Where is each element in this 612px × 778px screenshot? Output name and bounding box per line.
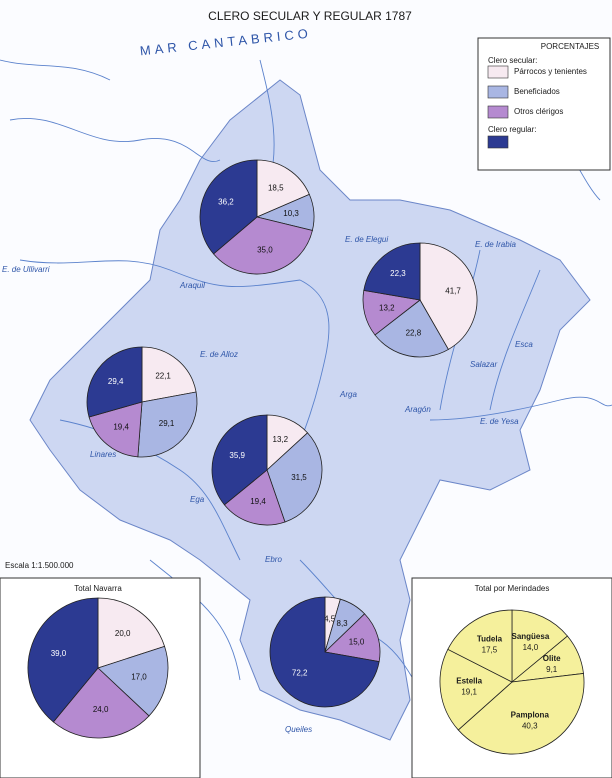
slice-label: 13,2: [379, 303, 395, 312]
map-label: E. de Elegui: [345, 235, 388, 244]
legend-heading: Clero secular:: [488, 56, 537, 65]
pie-slice: [266, 432, 323, 523]
slice-label: 29,1: [159, 419, 175, 428]
legend-swatch: [487, 105, 509, 119]
slice-label: 24,0: [93, 705, 109, 714]
map-label: Esca: [515, 340, 533, 349]
legend-label: Párrocos y tenientes: [514, 67, 587, 76]
map-label: E. de Yesa: [480, 417, 519, 426]
legend-label: Beneficiados: [514, 87, 560, 96]
map-label: Salazar: [470, 360, 497, 369]
slice-label: 35,9: [229, 451, 245, 460]
pie-slice: [141, 346, 197, 403]
map-label: E. de Ullivarri: [2, 265, 50, 274]
legend-label: Otros clérigos: [514, 107, 563, 116]
slice-label: 29,4: [108, 377, 124, 386]
slice-label: 22,1: [155, 372, 171, 381]
total-navarra-title: Total Navarra: [74, 584, 122, 593]
map-label: E. de Alloz: [200, 350, 238, 359]
legend-swatch: [487, 135, 509, 149]
legend-swatch: [487, 85, 509, 99]
map-label: Araquil: [179, 281, 205, 290]
slice-label: 41,7: [445, 286, 461, 295]
slice-label: 40,3: [522, 721, 538, 730]
pie-slice: [88, 401, 143, 458]
slice-label: 39,0: [51, 649, 67, 658]
legend: PORCENTAJES Clero secular: Clero regular…: [477, 37, 611, 171]
pie-slice: [419, 242, 478, 350]
pie-slice: [52, 667, 150, 739]
pie-slice: [447, 609, 513, 683]
slice-label: 72,2: [292, 668, 308, 677]
slice-label: 19,1: [461, 688, 477, 697]
pie-slice: [363, 242, 421, 301]
slice-label: 35,0: [257, 245, 273, 254]
map-label: Ebro: [265, 555, 282, 564]
slice-label: 36,2: [218, 198, 234, 207]
pie-slice: [137, 391, 198, 458]
slice-label: 31,5: [291, 473, 307, 482]
legend-swatch: [487, 65, 509, 79]
legend-heading: Clero regular:: [488, 125, 536, 134]
map-label: Ega: [190, 495, 205, 504]
slice-label: 17,0: [131, 672, 147, 681]
pie-slice: [199, 159, 258, 255]
map-label: Linares: [90, 450, 116, 459]
slice-label: 22,3: [390, 269, 406, 278]
slice-label: 20,0: [115, 629, 131, 638]
pie-slice: [256, 159, 310, 218]
navarra-region: [29, 79, 591, 741]
pie-slice: [223, 469, 286, 526]
merindades-title: Total por Merindades: [475, 584, 550, 593]
slice-label: 8,3: [337, 619, 349, 628]
slice-label: 14,0: [523, 643, 539, 652]
slice-label: 19,4: [113, 423, 129, 432]
slice-name: Estella: [456, 677, 482, 686]
map-label: E. de Irabia: [475, 240, 516, 249]
pie-slice: [374, 299, 449, 358]
pie-slice: [511, 609, 569, 683]
slice-label: 19,4: [250, 497, 266, 506]
pie-slice: [211, 414, 268, 506]
pie-slice: [27, 597, 99, 723]
pie-slice: [97, 645, 169, 717]
slice-label: 22,8: [406, 329, 422, 338]
slice-name: Tudela: [477, 634, 503, 643]
map-label: Arga: [339, 390, 357, 399]
slice-label: 13,2: [273, 435, 289, 444]
pie-slice: [269, 596, 380, 708]
slice-name: Pamplona: [511, 710, 550, 719]
slice-label: 15,0: [349, 638, 365, 647]
pie-slice: [324, 613, 381, 663]
slice-label: 4,5: [324, 614, 336, 623]
title: CLERO SECULAR Y REGULAR 1787: [208, 9, 412, 23]
slice-label: 18,5: [268, 184, 284, 193]
pie-slice: [457, 672, 585, 755]
pie-slice: [86, 346, 143, 418]
slice-label: 9,1: [546, 665, 558, 674]
map-label: Queiles: [285, 725, 312, 734]
pie-slice: [439, 648, 513, 731]
slice-label: 17,5: [482, 645, 498, 654]
map-label: Aragón: [404, 405, 431, 414]
scale: Escala 1:1.500.000: [5, 561, 74, 570]
slice-label: 10,3: [283, 209, 299, 218]
pie-slice: [97, 597, 166, 669]
pie-slice: [212, 216, 313, 275]
legend-title: PORCENTAJES: [541, 42, 600, 51]
slice-name: Olite: [543, 654, 561, 663]
slice-name: Sangüesa: [511, 632, 549, 641]
